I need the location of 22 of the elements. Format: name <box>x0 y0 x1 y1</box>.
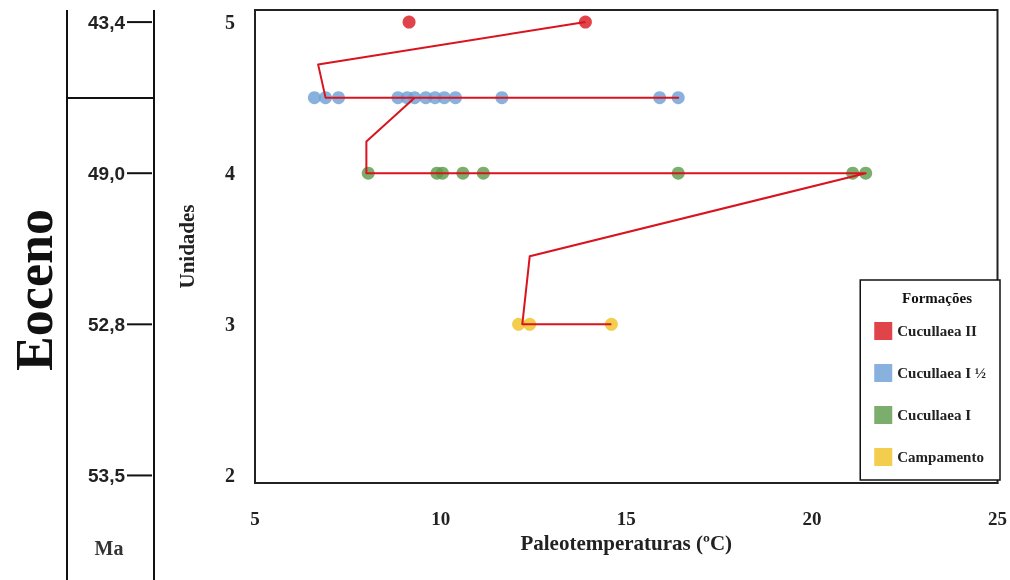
x-tick-label: 25 <box>988 508 1007 529</box>
legend-label: Cucullaea I ½ <box>897 365 987 381</box>
y-tick-label: 4 <box>225 162 235 185</box>
x-tick-label: 20 <box>802 508 822 529</box>
text: 53,5 <box>88 464 126 486</box>
text: 52,8 <box>88 313 125 335</box>
text: 49,0 <box>88 162 125 184</box>
y-tick-label: 5 <box>225 11 235 34</box>
x-tick-label: 5 <box>250 508 260 529</box>
legend-title: Formações <box>902 289 973 306</box>
x-tick-label: 10 <box>431 508 451 529</box>
legend-label: Cucullaea I <box>897 407 972 423</box>
y-tick-label: 2 <box>225 464 235 487</box>
x-axis-title: Paleotemperaturas (ºC) <box>520 531 733 556</box>
y-tick-label: 3 <box>225 313 235 336</box>
y-axis-title: Unidades <box>174 204 199 289</box>
text: Ma <box>94 537 124 559</box>
text: 43,4 <box>88 11 126 33</box>
legend-label: Cucullaea II <box>897 323 977 339</box>
text: Eoceno <box>5 209 63 371</box>
legend-label: Campamento <box>897 449 984 465</box>
x-tick-label: 15 <box>616 508 636 529</box>
